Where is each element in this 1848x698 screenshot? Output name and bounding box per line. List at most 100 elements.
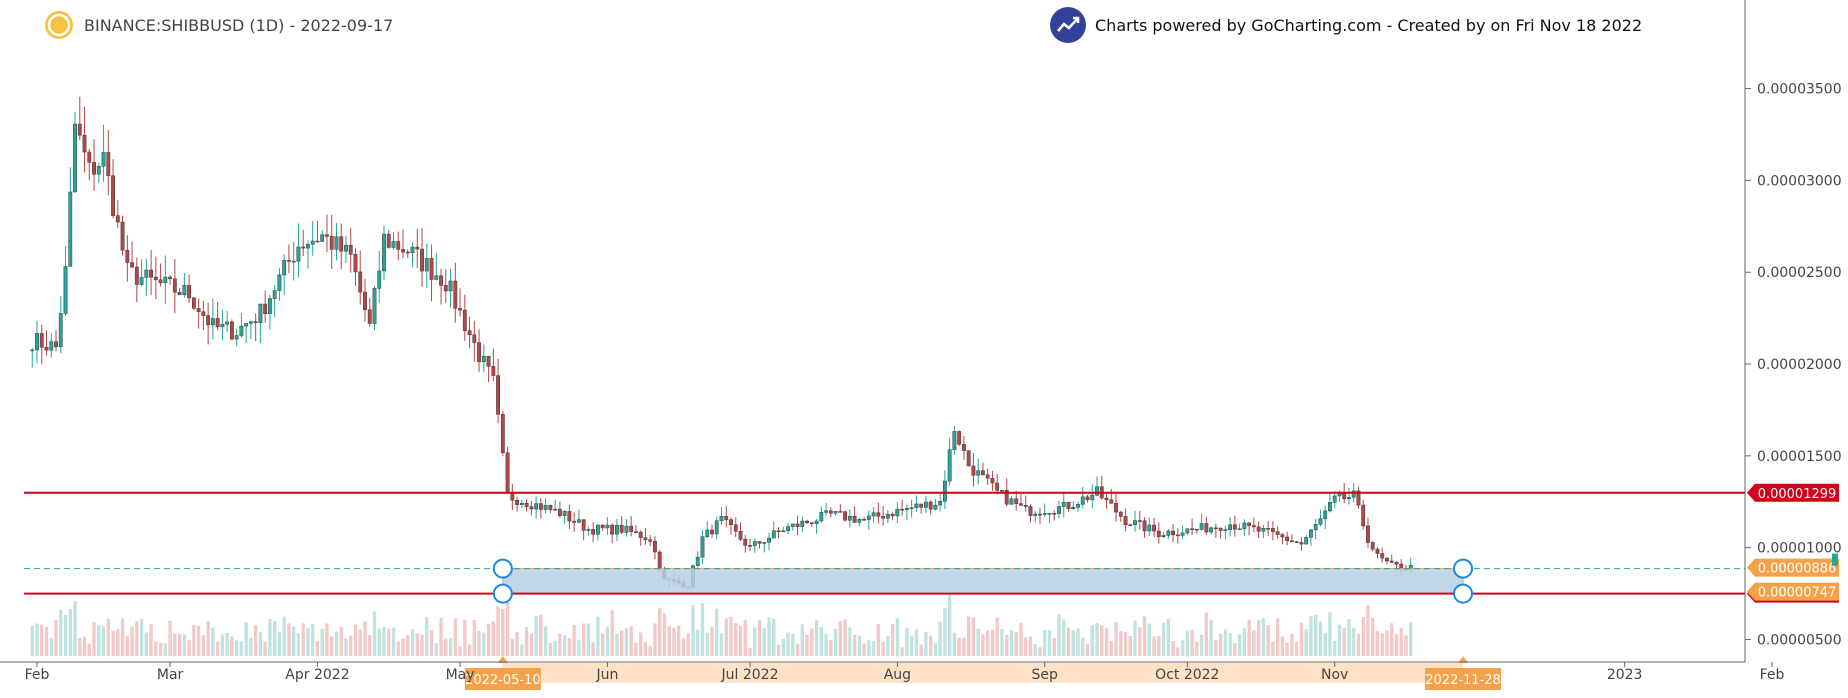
date-marker-bg [1425,668,1502,690]
candle-body [705,529,710,537]
volume-bar [1033,644,1037,656]
volume-bar [558,633,562,656]
volume-bar [933,643,938,656]
candle-body [1147,524,1152,532]
volume-bar [1123,632,1128,656]
candle-body [871,512,876,517]
volume-bar [1218,633,1223,656]
zone-bottom-price-tag: 0.00000747 [1747,582,1839,601]
candle-body [738,531,743,540]
volume-bar [639,632,643,656]
candle-body [329,236,334,250]
volume-bar [691,604,695,656]
candle-body [258,303,263,323]
zone-top-price-tag-bg [1747,558,1839,577]
candle-body [1199,523,1204,530]
candle-body [1194,528,1199,531]
candle-body [82,134,87,153]
volume-bar [838,621,842,656]
volume-bar [724,618,728,656]
candle-body [1361,504,1366,527]
zone-top-price-tag-label: 0.00000886 [1758,562,1837,577]
volume-bar [401,638,405,656]
candle-body [1095,486,1099,496]
volume-bar [196,625,201,656]
candle-body [472,334,477,343]
volume-bar [30,625,34,656]
volume-bar [738,625,743,656]
volume-bar [1199,634,1204,656]
candle-body [1280,534,1285,538]
candle-body [1128,524,1133,527]
candle-body [277,274,282,291]
volume-bar [548,642,553,656]
candle-body [1228,524,1233,530]
candle-body [1061,502,1066,507]
candle-body [505,452,510,494]
candle-body [914,503,919,509]
candle-body [1394,562,1399,565]
volume-bar [814,620,819,656]
candle-body [643,537,648,540]
candle-body [1052,513,1057,515]
candle-body [629,525,634,532]
volume-bar [667,626,671,656]
volume-bar [895,618,900,656]
candle-body [410,246,415,254]
candle-body [130,262,134,268]
candle-body [1304,537,1309,545]
candle-body [415,246,420,250]
volume-bar [1304,629,1308,656]
candle-body [795,523,800,527]
candle-body [372,288,377,324]
volume-bar [1352,627,1356,656]
candle-body [49,341,54,351]
volume-bar [363,621,367,656]
candle-body [719,516,724,522]
candle-body [843,511,847,521]
candle-body [206,315,211,326]
volume-bar [158,642,163,656]
volume-bar [206,621,210,656]
volume-bar [1318,621,1323,656]
volume-bar [1261,618,1266,656]
volume-bar [35,623,39,656]
volume-bar [805,634,809,656]
candle-body [434,275,439,280]
volume-bar [125,635,129,656]
volume-bar [130,626,134,656]
candle-body [519,503,524,505]
volume-bar [986,630,990,656]
candle-body [377,270,382,289]
candle-body [729,519,733,525]
candle-body [743,539,748,546]
annotations[interactable]: 0.000012990.000007500.000008860.00000747… [24,483,1839,690]
volume-bar [1323,632,1327,656]
candle-body [1351,490,1356,498]
candle-body [1066,502,1071,509]
volume-bar [149,624,153,656]
volume-bar [596,616,600,656]
candle-body [1028,506,1033,516]
candle-body [771,530,776,539]
candle-body [1133,520,1137,526]
axes: 0.00000500 0.00001000 0.00001500 0.00002000… [0,0,1842,683]
volume-bar [211,627,215,656]
candle-body [890,513,895,517]
volume-bar [201,635,206,656]
volume-bar [225,632,229,656]
candle-body [358,271,363,293]
candle-body [1019,503,1023,506]
volume-bar [971,617,976,656]
volume-bar [168,620,172,656]
x-tick-label: Nov [1321,667,1348,683]
shib-coin-icon [45,11,73,39]
volume-bar [577,640,581,656]
candle-body [1356,490,1361,506]
candle-body [595,524,600,535]
candle-body [1385,557,1389,562]
volume-bar [1399,628,1403,656]
volume-bar [505,600,510,656]
volume-bar [1385,630,1389,656]
